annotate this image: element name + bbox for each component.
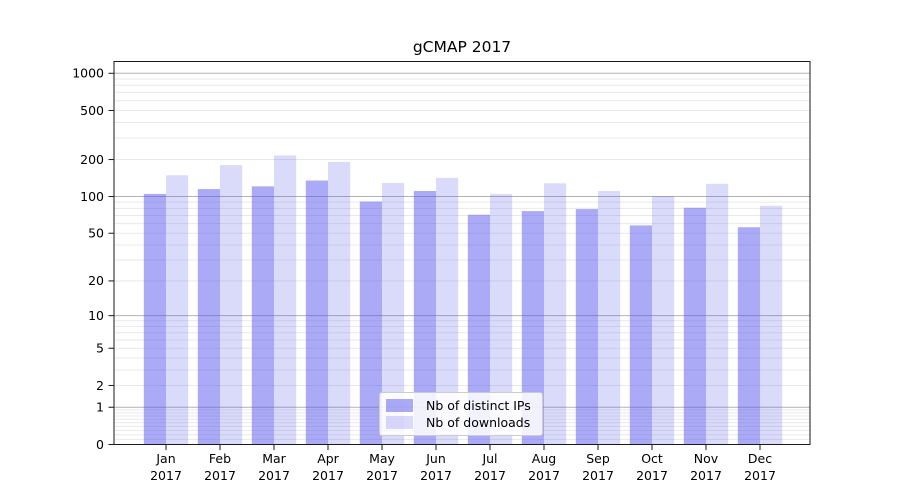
- bar-downloads-may: [382, 182, 405, 445]
- x-tick-label-sep: Sep 2017: [582, 451, 614, 483]
- x-tick-label-may: May 2017: [366, 451, 398, 483]
- bar-distinct-ips-sep: [575, 209, 598, 445]
- bar-distinct-ips-apr: [305, 180, 328, 445]
- bar-distinct-ips-aug: [521, 211, 544, 445]
- bar-downloads-aug: [544, 183, 567, 445]
- y-tick-label: 10: [88, 308, 104, 323]
- x-tick-label-jan: Jan 2017: [150, 451, 182, 483]
- bar-distinct-ips-mar: [251, 186, 274, 445]
- bar-downloads-jan: [166, 175, 189, 445]
- bar-downloads-mar: [274, 155, 297, 445]
- x-tick-label-aug: Aug 2017: [528, 451, 560, 483]
- legend-label-downloads: Nb of downloads: [426, 415, 531, 430]
- y-tick-label: 0: [96, 437, 104, 452]
- x-tick-label-nov: Nov 2017: [690, 451, 722, 483]
- x-tick-label-jun: Jun 2017: [420, 451, 452, 483]
- x-tick-label-dec: Dec 2017: [744, 451, 776, 483]
- bar-distinct-ips-may: [359, 201, 382, 445]
- bar-downloads-dec: [760, 205, 783, 445]
- x-tick-label-jul: Jul 2017: [474, 451, 506, 483]
- y-tick-label: 5: [96, 341, 104, 356]
- bar-distinct-ips-nov: [683, 207, 706, 445]
- bar-downloads-sep: [598, 190, 621, 445]
- legend-item-distinct-ips: Nb of distinct IPs: [386, 397, 534, 414]
- x-tick-label-feb: Feb 2017: [204, 451, 236, 483]
- y-tick-label: 500: [80, 103, 104, 118]
- y-tick-label: 20: [88, 273, 104, 288]
- chart-title: gCMAP 2017: [413, 38, 511, 56]
- y-tick-label: 1000: [72, 66, 104, 81]
- legend-swatch-downloads: [386, 416, 413, 429]
- bar-distinct-ips-jan: [143, 193, 166, 445]
- plot-border: [113, 61, 811, 445]
- x-tick-label-oct: Oct 2017: [636, 451, 668, 483]
- bar-distinct-ips-oct: [629, 225, 652, 445]
- y-tick-label: 200: [80, 152, 104, 167]
- legend-label-distinct-ips: Nb of distinct IPs: [426, 398, 531, 413]
- bar-distinct-ips-feb: [197, 189, 220, 445]
- bar-downloads-feb: [220, 165, 243, 445]
- bar-distinct-ips-dec: [737, 227, 760, 445]
- y-tick-label: 2: [96, 378, 104, 393]
- legend-item-downloads: Nb of downloads: [386, 414, 534, 431]
- x-tick-label-mar: Mar 2017: [258, 451, 290, 483]
- bar-downloads-oct: [652, 195, 675, 445]
- bar-downloads-nov: [706, 183, 729, 445]
- x-tick-label-apr: Apr 2017: [312, 451, 344, 483]
- legend: Nb of distinct IPs Nb of downloads: [379, 392, 543, 436]
- bar-downloads-jul: [490, 193, 513, 445]
- y-tick-label: 1: [96, 400, 104, 415]
- bar-downloads-apr: [328, 162, 351, 445]
- bar-distinct-ips-jun: [413, 190, 436, 445]
- y-tick-label: 50: [88, 226, 104, 241]
- y-tick-label: 100: [80, 189, 104, 204]
- bar-distinct-ips-jul: [467, 214, 490, 445]
- bar-downloads-jun: [436, 177, 459, 445]
- legend-swatch-distinct-ips: [386, 399, 413, 412]
